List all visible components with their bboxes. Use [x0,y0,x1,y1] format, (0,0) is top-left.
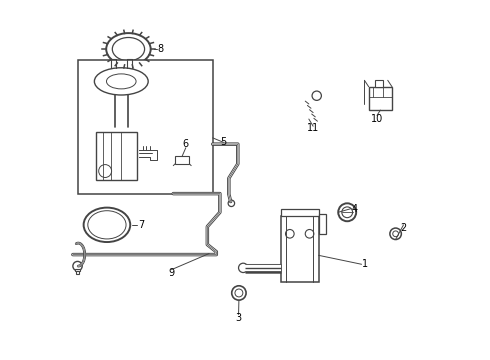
Bar [281,216,318,282]
Bar [76,271,79,274]
Ellipse shape [106,74,136,89]
FancyBboxPatch shape [374,80,383,87]
Bar [368,87,392,110]
Circle shape [98,165,112,177]
Text: 7: 7 [138,220,144,230]
Circle shape [228,200,235,207]
Bar [281,210,318,216]
Ellipse shape [84,208,130,242]
Ellipse shape [95,68,148,95]
Text: 10: 10 [371,114,383,124]
Circle shape [312,91,321,100]
Circle shape [286,229,294,238]
Text: 6: 6 [183,139,189,149]
FancyBboxPatch shape [175,156,190,164]
Ellipse shape [88,211,126,239]
Circle shape [390,228,401,239]
Text: 3: 3 [236,313,242,323]
Text: 11: 11 [307,123,319,133]
Bar [78,60,213,194]
Text: 8: 8 [158,44,164,54]
Text: 9: 9 [169,268,174,278]
Ellipse shape [112,37,145,61]
Bar [75,269,80,271]
Ellipse shape [106,33,151,65]
Bar [96,132,137,180]
Circle shape [73,261,82,271]
Circle shape [393,231,398,237]
Text: 1: 1 [362,259,368,269]
Circle shape [342,207,353,218]
Bar [318,214,326,234]
Circle shape [305,229,314,238]
Circle shape [232,286,246,300]
Circle shape [239,263,248,273]
Circle shape [338,203,356,221]
Text: 4: 4 [351,204,357,214]
Text: 2: 2 [400,224,407,233]
Text: 5: 5 [220,138,226,147]
Circle shape [235,289,243,297]
